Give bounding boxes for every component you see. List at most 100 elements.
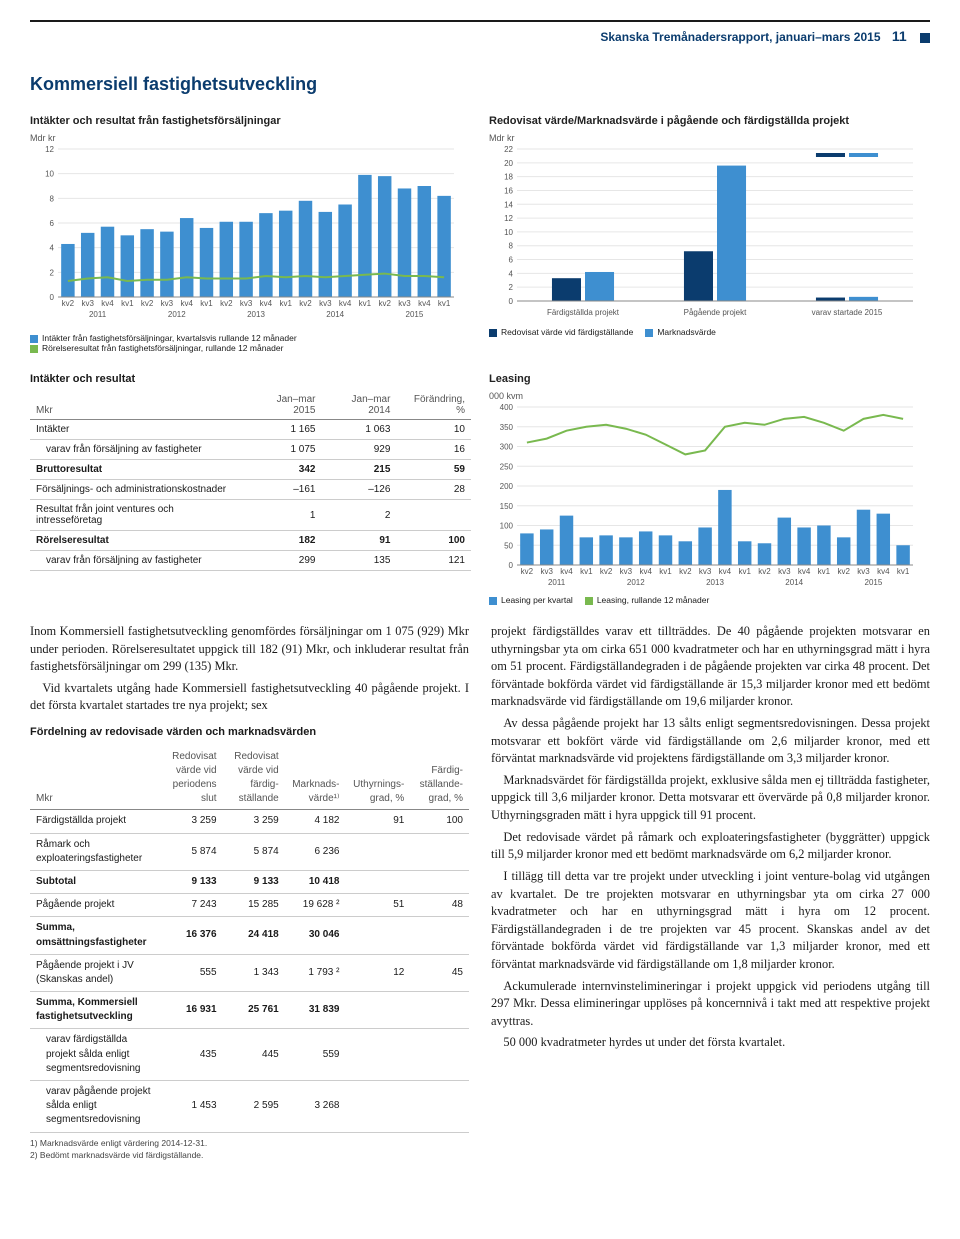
table-row: Bruttoresultat34221559	[30, 460, 471, 480]
body-p5: Marknadsvärdet för färdigställda projekt…	[491, 772, 930, 825]
legend-left-2: Rörelseresultat från fastighetsförsäljni…	[42, 343, 283, 353]
svg-text:kv2: kv2	[600, 567, 613, 576]
table-row: Subtotal9 1339 13310 418	[30, 870, 469, 893]
svg-text:kv3: kv3	[240, 299, 253, 308]
chart-revenue-box: Intäkter och resultat från fastighetsför…	[30, 115, 471, 353]
svg-text:kv4: kv4	[639, 567, 652, 576]
svg-text:kv3: kv3	[81, 299, 94, 308]
svg-text:kv2: kv2	[299, 299, 312, 308]
table-row: Försäljnings- och administrationskostnad…	[30, 480, 471, 500]
table-header: Jan–mar 2015	[247, 391, 322, 420]
table-header: Marknads-värde¹⁾	[285, 747, 346, 810]
svg-text:Färdigställda projekt: Färdigställda projekt	[547, 308, 620, 317]
body-text: Inom Kommersiell fastighetsutveckling ge…	[30, 623, 930, 1161]
svg-text:2015: 2015	[406, 310, 424, 319]
running-title: Skanska Tremånadersrapport, januari–mars…	[600, 30, 880, 44]
svg-text:kv2: kv2	[837, 567, 850, 576]
svg-text:18: 18	[504, 173, 513, 182]
chart-leasing-box: Leasing 000 kvm 050100150200250300350400…	[489, 373, 930, 605]
svg-text:50: 50	[504, 541, 513, 550]
table-header: Mkr	[30, 391, 247, 420]
svg-text:kv2: kv2	[62, 299, 75, 308]
table-row: Intäkter1 1651 06310	[30, 420, 471, 440]
body-p7: I tillägg till detta var tre projekt und…	[491, 868, 930, 974]
body-p4: Av dessa pågående projekt har 13 sålts e…	[491, 715, 930, 768]
svg-text:kv4: kv4	[877, 567, 890, 576]
svg-text:2012: 2012	[627, 578, 645, 587]
svg-text:2013: 2013	[247, 310, 265, 319]
running-head: Skanska Tremånadersrapport, januari–mars…	[30, 28, 930, 44]
svg-text:2: 2	[50, 268, 55, 277]
svg-text:2013: 2013	[706, 578, 724, 587]
body-p1: Inom Kommersiell fastighetsutveckling ge…	[30, 623, 469, 676]
table-header: Redovisat värde vid färdig-ställande	[223, 747, 285, 810]
table-row: Summa, Kommersiell fastighetsutveckling1…	[30, 992, 469, 1029]
chart-leasing-title: Leasing	[489, 373, 930, 385]
table-row: Pågående projekt i JV (Skanskas andel)55…	[30, 954, 469, 991]
svg-text:8: 8	[509, 242, 514, 251]
svg-text:kv2: kv2	[758, 567, 771, 576]
svg-text:100: 100	[500, 522, 514, 531]
chart-revenue-title: Intäkter och resultat från fastighetsför…	[30, 115, 471, 127]
body-p9: 50 000 kvadratmeter hyrdes ut under det …	[491, 1034, 930, 1052]
svg-text:2011: 2011	[548, 578, 566, 587]
chart-market-title: Redovisat värde/Marknadsvärde i pågående…	[489, 115, 930, 127]
svg-text:kv2: kv2	[378, 299, 391, 308]
svg-text:400: 400	[500, 403, 514, 412]
legend-left-1: Intäkter från fastighetsförsäljningar, k…	[42, 333, 297, 343]
svg-text:kv1: kv1	[738, 567, 751, 576]
svg-text:Pågående projekt: Pågående projekt	[684, 308, 747, 317]
svg-text:10: 10	[45, 170, 54, 179]
table-header: Jan–mar 2014	[321, 391, 396, 420]
header-square-icon	[920, 33, 930, 43]
table-row: Pågående projekt7 24315 28519 628 ²5148	[30, 894, 469, 917]
chart-leasing-ylabel: 000 kvm	[489, 391, 930, 401]
svg-text:10: 10	[504, 228, 513, 237]
page-title: Kommersiell fastighetsutveckling	[30, 74, 930, 95]
body-p6: Det redovisade värdet på råmark och expl…	[491, 829, 930, 864]
svg-text:350: 350	[500, 423, 514, 432]
svg-text:kv3: kv3	[319, 299, 332, 308]
svg-text:4: 4	[509, 269, 514, 278]
table-row: Färdigställda projekt3 2593 2594 1829110…	[30, 810, 469, 833]
body-p2: Vid kvartalets utgång hade Kommersiell f…	[30, 680, 469, 715]
table-row: Råmark och exploateringsfastigheter5 874…	[30, 833, 469, 870]
svg-text:12: 12	[45, 145, 54, 154]
svg-text:2012: 2012	[168, 310, 186, 319]
svg-text:kv2: kv2	[521, 567, 534, 576]
svg-text:2015: 2015	[865, 578, 883, 587]
svg-text:varav startade 2015: varav startade 2015	[812, 308, 883, 317]
table-header: Förändring, %	[396, 391, 471, 420]
svg-text:kv4: kv4	[180, 299, 193, 308]
table2-footnote-1: 1) Marknadsvärde enligt värdering 2014-1…	[30, 1137, 469, 1149]
svg-text:kv1: kv1	[580, 567, 593, 576]
chart-market-box: Redovisat värde/Marknadsvärde i pågående…	[489, 115, 930, 353]
chart-revenue-ylabel: Mdr kr	[30, 133, 471, 143]
svg-text:kv4: kv4	[339, 299, 352, 308]
svg-text:kv4: kv4	[719, 567, 732, 576]
svg-text:2014: 2014	[326, 310, 344, 319]
chart-revenue-svg: 024681012kv2kv3kv4kv1kv2kv3kv4kv1kv2kv3k…	[30, 145, 460, 325]
table-row: Summa, omsättningsfastigheter16 37624 41…	[30, 917, 469, 954]
svg-text:kv1: kv1	[359, 299, 372, 308]
svg-text:kv2: kv2	[679, 567, 692, 576]
svg-text:8: 8	[50, 194, 55, 203]
table-header: Uthyrnings-grad, %	[345, 747, 410, 810]
svg-text:kv1: kv1	[438, 299, 451, 308]
table-row: varav från försäljning av fastigheter299…	[30, 551, 471, 571]
svg-text:kv3: kv3	[161, 299, 174, 308]
page-number: 11	[892, 28, 907, 44]
svg-text:kv1: kv1	[279, 299, 292, 308]
table1-box: Intäkter och resultat MkrJan–mar 2015Jan…	[30, 373, 471, 605]
table-row: varav färdigställda projekt sålda enligt…	[30, 1029, 469, 1081]
table-header: Färdig-ställande-grad, %	[410, 747, 469, 810]
table-row: varav från försäljning av fastigheter1 0…	[30, 440, 471, 460]
svg-text:kv1: kv1	[897, 567, 910, 576]
table-row: varav pågående projekt sålda enligt segm…	[30, 1081, 469, 1133]
chart-leasing-svg: 050100150200250300350400kv2kv3kv4kv1kv2k…	[489, 403, 919, 593]
svg-text:0: 0	[509, 561, 514, 570]
svg-text:kv3: kv3	[620, 567, 633, 576]
table-row: Rörelseresultat18291100	[30, 531, 471, 551]
chart-market-ylabel: Mdr kr	[489, 133, 930, 143]
svg-text:4: 4	[50, 244, 55, 253]
